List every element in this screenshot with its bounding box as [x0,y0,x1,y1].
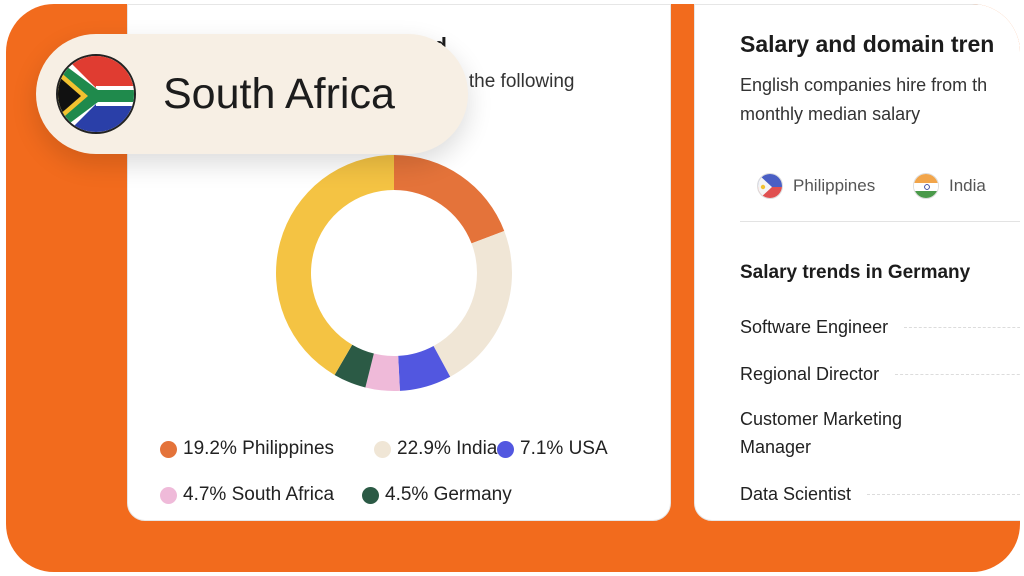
job-row-customer-marketing-manager: Customer Marketing Manager [740,405,1020,461]
donut-chart [276,155,512,391]
donut-slice-india [433,230,512,377]
legend-item-germany: 4.5% Germany [362,484,512,506]
job-title: Regional Director [740,364,880,384]
tab-india[interactable]: India [913,173,986,199]
orange-frame: nd n the following 19.2% Philippines 22.… [6,4,1020,572]
donut-slice-germany [334,344,374,388]
legend-dot-icon [374,440,391,458]
job-title-line: Manager [740,437,812,457]
south-africa-flag-icon [56,54,136,134]
legend-dot-icon [160,440,177,458]
job-row-data-scientist: Data Scientist [740,480,1020,508]
legend-label: 7.1% USA [520,438,608,459]
legend-dot-icon [160,486,177,504]
dashed-leader [895,374,1020,375]
donut-slice-south-africa [365,353,400,391]
philippines-flag-icon [757,173,783,199]
job-title: Customer Marketing Manager [740,405,902,461]
salary-card-title: Salary and domain tren [740,31,995,57]
job-title-line: Customer Marketing [740,409,903,429]
job-row-software-engineer: Software Engineer [740,313,1020,341]
legend-label: 4.7% South Africa [183,484,335,505]
legend-label: 19.2% Philippines [183,438,335,459]
tab-label: Philippines [793,176,876,195]
legend-dot-icon [497,440,514,458]
salary-card-subtitle: English companies hire from th monthly m… [740,71,1020,129]
legend-item-philippines: 19.2% Philippines [160,438,334,460]
tab-philippines[interactable]: Philippines [757,173,875,199]
donut-slice-usa [398,345,451,391]
dashed-leader [904,327,1020,328]
india-flag-icon [913,173,939,199]
subtitle-line: monthly median salary [740,104,921,124]
legend-dot-icon [362,486,379,504]
legend-label: 22.9% India [397,438,498,459]
badge-country-name: South Africa [163,69,395,118]
tab-label: India [949,176,986,195]
card-subtitle: n the following [453,71,575,92]
legend-label: 4.5% Germany [385,484,512,505]
legend-item-usa: 7.1% USA [497,438,608,460]
job-row-regional-director: Regional Director [740,360,1020,388]
divider [740,221,1020,222]
salary-card: Salary and domain tren English companies… [694,4,1020,521]
donut-slice-philippines [394,155,505,244]
legend-item-south-africa: 4.7% South Africa [160,484,334,506]
donut-slice-other [276,155,394,375]
legend-item-india: 22.9% India [374,438,497,460]
subtitle-line: English companies hire from th [740,75,988,95]
dashed-leader [867,494,1020,495]
country-badge: South Africa [36,34,468,154]
job-title: Software Engineer [740,317,889,337]
job-title: Data Scientist [740,484,852,504]
section-title: Salary trends in Germany [740,262,971,283]
